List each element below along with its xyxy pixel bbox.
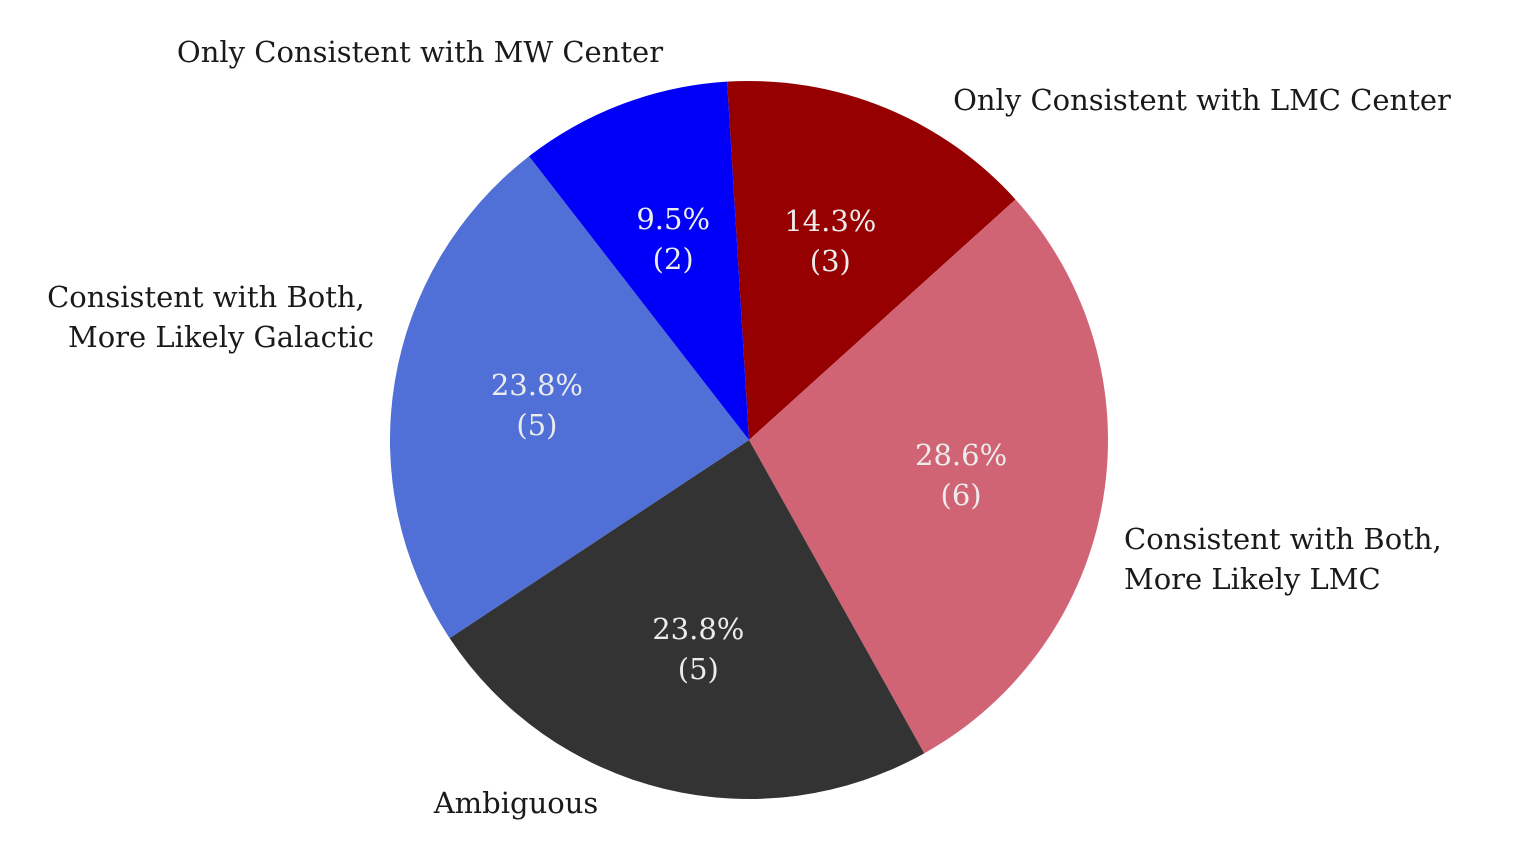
slice-value-label: 23.8% (5) <box>491 368 583 442</box>
pie-slice <box>449 440 925 800</box>
slice-percent-label: 14.3% <box>784 204 876 238</box>
slice-percent-label: 23.8% <box>652 612 744 646</box>
slice-percent-label: 23.8% <box>491 368 583 402</box>
legend-label-ambiguous: Ambiguous <box>433 786 599 820</box>
slice-percent-label: 9.5% <box>636 202 710 236</box>
slice-value-label: 28.6% (6) <box>915 438 1007 512</box>
pie-slice <box>389 156 749 639</box>
slice-count-label: (5) <box>516 408 557 442</box>
legend-label-lmc-likely: Consistent with Both, More Likely LMC <box>1124 522 1451 596</box>
legend-label-galactic-likely: Consistent with Both, More Likely Galact… <box>47 280 374 354</box>
slice-value-labels: 14.3% (3) 28.6% (6) 23.8% (5) 23.8% (5) 9.5% (2) <box>491 202 1007 686</box>
slice-percent-label: 28.6% <box>915 438 1007 472</box>
slice-value-label: 23.8% (5) <box>652 612 744 686</box>
slice-count-label: (3) <box>810 244 851 278</box>
slice-count-label: (5) <box>678 652 719 686</box>
legend-label-lmc-center: Only Consistent with LMC Center <box>953 83 1451 117</box>
slice-count-label: (2) <box>653 242 694 276</box>
pie-slice <box>727 81 1016 440</box>
pie-slice <box>529 81 749 441</box>
pie-slice <box>749 199 1109 754</box>
legend-label-mw-center: Only Consistent with MW Center <box>177 35 663 69</box>
slice-value-label: 14.3% (3) <box>784 204 876 278</box>
pie-slices <box>389 81 1109 800</box>
slice-value-label: 9.5% (2) <box>636 202 710 276</box>
slice-count-label: (6) <box>941 478 982 512</box>
